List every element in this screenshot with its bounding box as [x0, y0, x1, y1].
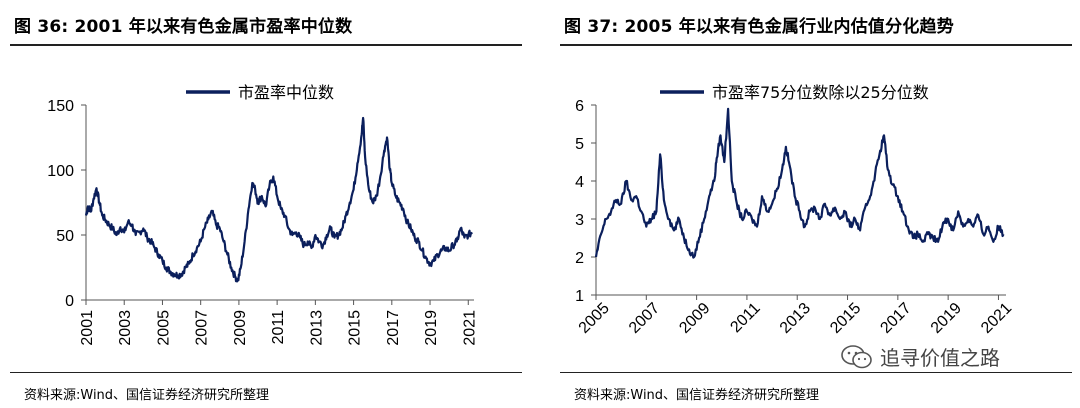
chart-title: 图 37: 2005 年以来有色金属行业内估值分化趋势: [564, 17, 954, 37]
x-tick-label: 2015: [347, 310, 364, 346]
y-tick-label: 2: [575, 250, 584, 267]
y-tick-label: 3: [575, 212, 584, 229]
legend-label: 市盈率中位数: [238, 83, 334, 102]
x-tick-label: 2011: [727, 300, 763, 336]
series-line: [84, 116, 473, 283]
y-tick-label: 6: [575, 98, 584, 115]
x-tick-label: 2017: [385, 310, 402, 346]
wechat-icon: [841, 344, 872, 368]
x-tick-label: 2009: [676, 300, 713, 337]
x-tick-label: 2007: [626, 300, 663, 337]
x-tick-label: 2017: [877, 300, 914, 337]
source-note: 资料来源:Wind、国信证券经济研究所整理: [574, 388, 820, 403]
series-line: [594, 107, 1005, 259]
x-tick-label: 2019: [423, 310, 440, 346]
watermark-text: 追寻价值之路: [880, 346, 1000, 370]
x-tick-label: 2015: [827, 300, 864, 337]
valuation-dispersion-chart: 1 2 3 4 5 6 2005 2007 2009 2011 2013 2015 2017 2019 20…: [575, 83, 1015, 337]
chart-panel-right: 图 37: 2005 年以来有色金属行业内估值分化趋势 1 2 3 4 5 6 2005 20…: [550, 0, 1080, 408]
x-tick-label: 2021: [461, 310, 478, 346]
chart-title: 图 36: 2001 年以来有色金属市盈率中位数: [14, 17, 353, 37]
x-tick-label: 2009: [232, 310, 249, 346]
source-note: 资料来源:Wind、国信证券经济研究所整理: [24, 388, 270, 403]
x-tick-label: 2007: [194, 310, 211, 346]
x-tick-label: 2003: [117, 310, 134, 346]
x-tick-label: 2001: [79, 310, 96, 346]
x-tick-label: 2011: [270, 310, 287, 345]
top-rule: [10, 44, 522, 46]
x-tick-label: 2019: [928, 300, 965, 337]
pe-median-chart: 0 50 100 150 2001 2003 2005 2007 2009 2011 2013 201…: [47, 83, 478, 346]
y-tick-label: 100: [47, 163, 74, 180]
y-tick-label: 1: [575, 288, 584, 305]
watermark: 追寻价值之路: [840, 342, 1000, 371]
top-rule: [560, 44, 1072, 46]
x-tick-label: 2013: [777, 300, 814, 337]
x-tick-label: 2013: [308, 310, 325, 346]
x-tick-label: 2005: [155, 310, 172, 346]
legend-label: 市盈率75分位数除以25分位数: [712, 83, 929, 102]
y-tick-label: 150: [47, 98, 74, 115]
bottom-rule: [560, 372, 1072, 373]
y-tick-label: 5: [575, 136, 584, 153]
y-tick-label: 4: [575, 174, 584, 191]
y-tick-label: 50: [56, 228, 74, 245]
chart-panel-left: 图 36: 2001 年以来有色金属市盈率中位数 0 50 100 150 2001 20…: [0, 0, 530, 408]
y-tick-label: 0: [65, 293, 74, 310]
x-tick-label: 2005: [576, 300, 613, 337]
x-tick-label: 2021: [978, 300, 1015, 337]
bottom-rule: [10, 372, 522, 373]
